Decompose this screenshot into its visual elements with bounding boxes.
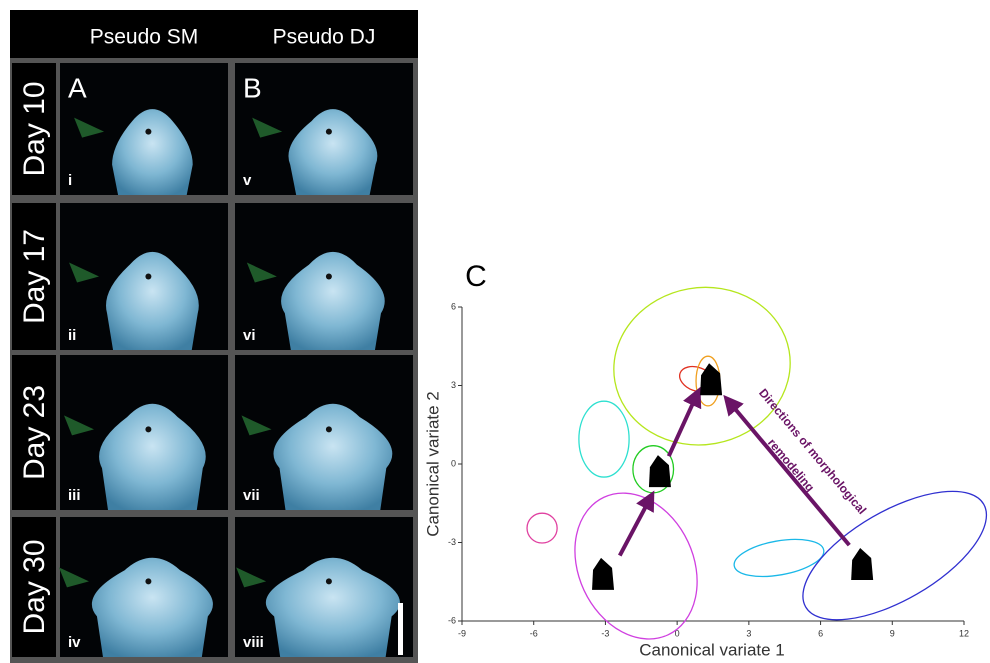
group-ellipse [552,473,720,659]
image-label: vi [243,327,256,344]
x-tick-label: -3 [601,628,609,638]
mean-shape [649,455,671,487]
column-header: Pseudo DJ [273,26,376,49]
panel-label: C [465,260,487,293]
image-label: iv [68,634,81,651]
row-label: Day 17 [18,229,51,324]
y-axis-label: Canonical variate 2 [423,391,442,537]
group-ellipse [527,513,557,543]
remodeling-arrow [669,396,696,456]
group-ellipse [601,273,802,458]
scale-bar [398,603,403,655]
x-tick-label: -6 [530,628,538,638]
pit [326,274,332,280]
panel-label: A [68,72,87,103]
column-header: Pseudo SM [90,26,199,49]
remodeling-arrow [620,499,650,555]
pit [326,426,332,432]
mean-shape [592,558,614,590]
pit [145,578,151,584]
image-label: iii [68,487,81,504]
image-label: viii [243,634,264,651]
pit [326,578,332,584]
group-ellipse [579,401,629,477]
group-ellipse [783,466,990,646]
y-tick-label: 0 [451,458,456,468]
x-tick-label: -9 [458,628,466,638]
row-label: Day 23 [18,385,51,480]
image-label: ii [68,327,76,344]
pit [326,129,332,135]
group-ellipse [731,533,826,582]
y-tick-label: 3 [451,380,456,390]
figure: C Canonical variate 1 Canonical variate … [0,0,990,663]
image-label: i [68,172,72,189]
row-label: Day 10 [18,81,51,176]
y-tick-label: -3 [448,537,456,547]
image-label: vii [243,487,260,504]
x-tick-label: 6 [818,628,823,638]
y-tick-label: -6 [448,615,456,625]
x-tick-label: 9 [890,628,895,638]
y-tick-label: 6 [451,301,456,311]
pit [145,426,151,432]
x-axis-label: Canonical variate 1 [639,640,785,659]
pit [145,129,151,135]
image-label: v [243,172,252,189]
x-tick-label: 12 [959,628,969,638]
mean-shape [851,548,873,580]
x-tick-label: 3 [746,628,751,638]
row-label: Day 30 [18,539,51,634]
panel-label: B [243,72,262,103]
pit [145,274,151,280]
